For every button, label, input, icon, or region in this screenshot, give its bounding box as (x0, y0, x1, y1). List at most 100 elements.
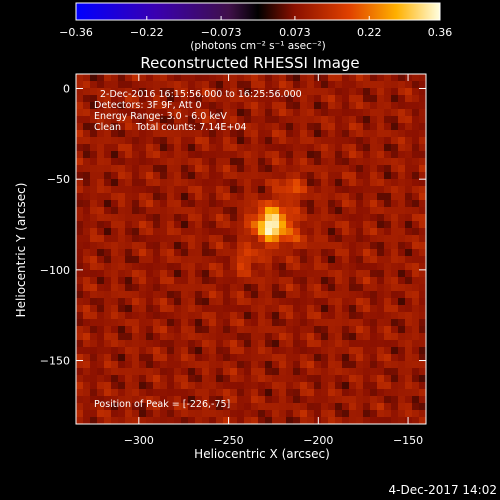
heatmap-cell (300, 165, 308, 173)
heatmap-cell (279, 354, 287, 362)
heatmap-cell (139, 305, 147, 313)
heatmap-cell (349, 130, 357, 138)
heatmap-cell (349, 256, 357, 264)
heatmap-cell (265, 333, 273, 341)
heatmap-cell (391, 417, 399, 424)
heatmap-cell (377, 158, 385, 166)
heatmap-cell (419, 81, 426, 89)
heatmap-cell (314, 137, 322, 145)
heatmap-cell (83, 165, 91, 173)
heatmap-cell (195, 389, 203, 397)
heatmap-cell (125, 277, 133, 285)
heatmap-cell (391, 221, 399, 229)
heatmap-cell (356, 228, 364, 236)
heatmap-cell (272, 214, 280, 222)
heatmap-cell (328, 179, 336, 187)
heatmap-cell (251, 186, 259, 194)
heatmap-cell (195, 144, 203, 152)
heatmap-cell (209, 95, 217, 103)
heatmap-cell (286, 298, 294, 306)
heatmap-cell (251, 88, 259, 96)
heatmap-cell (272, 249, 280, 257)
heatmap-cell (342, 368, 350, 376)
heatmap-cell (97, 382, 105, 390)
heatmap-cell (97, 277, 105, 285)
heatmap-cell (174, 102, 182, 110)
heatmap-cell (384, 123, 392, 131)
heatmap-cell (244, 396, 252, 404)
heatmap-cell (237, 151, 245, 159)
heatmap-cell (132, 270, 140, 278)
heatmap-cell (377, 410, 385, 418)
heatmap-cell (258, 263, 266, 271)
heatmap-cell (230, 144, 238, 152)
heatmap-cell (335, 298, 343, 306)
heatmap-cell (139, 158, 147, 166)
heatmap-cell (195, 256, 203, 264)
heatmap-cell (181, 158, 189, 166)
heatmap-cell (251, 200, 259, 208)
heatmap-cell (391, 256, 399, 264)
heatmap-cell (398, 361, 406, 369)
heatmap-cell (195, 179, 203, 187)
heatmap-cell (251, 354, 259, 362)
heatmap-cell (300, 123, 308, 131)
heatmap-cell (139, 361, 147, 369)
heatmap-cell (258, 347, 266, 355)
heatmap-cell (314, 193, 322, 201)
heatmap-cell (216, 228, 224, 236)
heatmap-cell (349, 277, 357, 285)
heatmap-cell (202, 263, 210, 271)
heatmap-cell (146, 102, 154, 110)
heatmap-cell (111, 179, 119, 187)
heatmap-cell (139, 109, 147, 117)
heatmap-cell (223, 130, 231, 138)
heatmap-cell (146, 333, 154, 341)
heatmap-cell (237, 298, 245, 306)
heatmap-cell (104, 277, 112, 285)
heatmap-cell (118, 382, 126, 390)
heatmap-cell (349, 249, 357, 257)
heatmap-cell (321, 354, 329, 362)
heatmap-cell (293, 158, 301, 166)
heatmap-cell (349, 74, 357, 82)
heatmap-cell (216, 333, 224, 341)
heatmap-cell (244, 228, 252, 236)
heatmap-cell (76, 235, 84, 243)
heatmap-cell (104, 417, 112, 424)
heatmap-cell (419, 151, 426, 159)
heatmap-cell (377, 291, 385, 299)
heatmap-cell (328, 137, 336, 145)
heatmap-cell (370, 165, 378, 173)
heatmap-cell (223, 137, 231, 145)
heatmap-cell (412, 298, 420, 306)
heatmap-cell (251, 137, 259, 145)
heatmap-cell (174, 123, 182, 131)
heatmap-cell (237, 179, 245, 187)
heatmap-cell (307, 109, 315, 117)
heatmap-cell (356, 340, 364, 348)
heatmap-cell (167, 270, 175, 278)
heatmap-cell (97, 74, 105, 82)
heatmap-cell (244, 95, 252, 103)
heatmap-cell (293, 354, 301, 362)
heatmap-cell (90, 95, 98, 103)
heatmap-cell (118, 200, 126, 208)
heatmap-cell (139, 95, 147, 103)
heatmap-cell (230, 200, 238, 208)
heatmap-cell (153, 319, 161, 327)
heatmap-cell (342, 249, 350, 257)
heatmap-cell (363, 207, 371, 215)
heatmap-cell (419, 249, 426, 257)
heatmap-cell (90, 333, 98, 341)
heatmap-cell (237, 312, 245, 320)
heatmap-cell (272, 389, 280, 397)
heatmap-cell (391, 179, 399, 187)
heatmap-cell (251, 102, 259, 110)
heatmap-cell (251, 81, 259, 89)
heatmap-cell (223, 319, 231, 327)
heatmap-cell (412, 305, 420, 313)
heatmap-cell (300, 270, 308, 278)
heatmap-cell (314, 179, 322, 187)
heatmap-cell (139, 291, 147, 299)
